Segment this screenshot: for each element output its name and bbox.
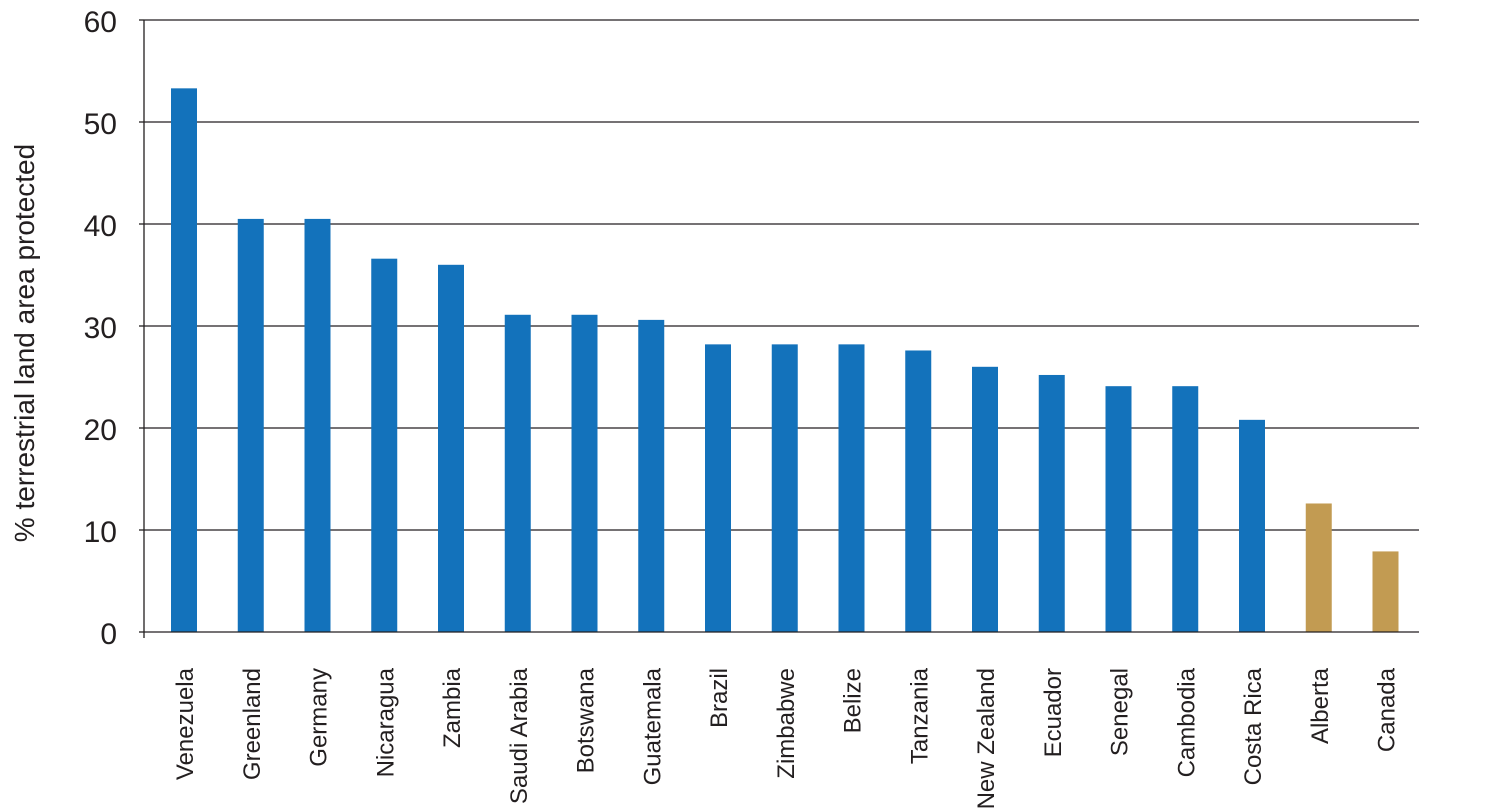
x-category-label: Costa Rica [1240,667,1267,785]
bar [438,264,464,632]
y-tick-label: 0 [100,618,117,651]
bar [838,344,865,632]
y-tick-label: 40 [84,210,117,243]
x-category-label: Belize [840,668,867,733]
bar [504,314,531,632]
bar [705,344,731,632]
gridlines [144,19,1419,531]
x-category-label: Tanzania [906,667,933,764]
bar [1372,551,1399,632]
bar [304,218,331,632]
bar [1305,503,1332,632]
y-tick-label: 50 [84,108,117,141]
x-category-label: Cambodia [1173,667,1200,777]
x-category-label: Venezuela [172,667,199,780]
x-category-label: Guatemala [639,667,666,785]
x-category-label: Botswana [573,667,600,773]
bar [171,88,197,633]
y-tick-label: 20 [84,414,117,447]
x-category-labels: Venezuela Greenland Germany Nicaragua Zambia… [172,667,1401,809]
bars [171,88,1399,633]
y-tick-label: 30 [84,312,117,345]
bar [1172,386,1199,632]
bar [905,350,932,632]
x-category-label: New Zealand [973,668,1000,809]
bar [1239,419,1265,632]
x-category-label: Canada [1374,667,1401,752]
bar [771,344,798,632]
y-tick-label: 10 [84,516,117,549]
x-category-label: Brazil [706,668,733,728]
x-category-label: Zimbabwe [773,668,800,779]
bar [571,314,598,632]
x-category-label: Alberta [1307,667,1334,744]
bar [1105,386,1132,632]
x-category-label: Ecuador [1040,668,1067,757]
bar [1038,374,1065,632]
bar [371,258,398,632]
x-category-label: Saudi Arabia [506,667,533,804]
bar [237,218,264,632]
x-category-label: Zambia [439,667,466,748]
y-axis-title: % terrestrial land area protected [9,144,40,542]
x-category-label: Greenland [239,668,266,780]
bar [972,366,998,632]
bar [638,319,665,632]
x-category-label: Senegal [1107,668,1134,756]
axes [139,19,1419,638]
x-category-label: Germany [306,668,333,767]
y-tick-labels: 0 10 20 30 40 50 60 [84,6,117,651]
x-category-label: Nicaragua [372,667,399,777]
y-tick-label: 60 [84,6,117,39]
